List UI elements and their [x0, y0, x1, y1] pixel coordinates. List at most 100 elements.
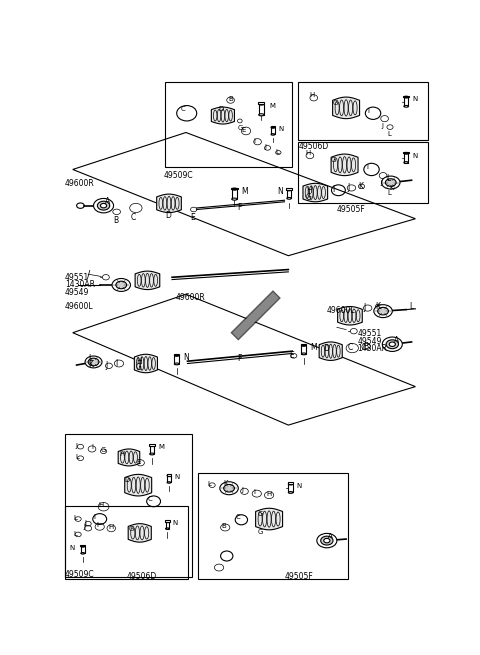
Text: L: L [73, 531, 77, 536]
Polygon shape [134, 354, 157, 373]
Text: L: L [88, 354, 92, 364]
Text: K: K [224, 479, 228, 486]
Text: J: J [241, 487, 243, 493]
Bar [299, 83, 428, 140]
Text: 49549: 49549 [358, 337, 382, 346]
Ellipse shape [382, 337, 402, 352]
Text: 49600L: 49600L [327, 306, 356, 315]
Text: N: N [412, 96, 418, 102]
Text: B: B [221, 523, 226, 529]
Text: L: L [387, 131, 391, 137]
Text: A: A [328, 533, 333, 539]
Text: H: H [309, 92, 314, 98]
Text: J: J [264, 144, 266, 150]
Polygon shape [118, 449, 140, 466]
Text: K: K [389, 185, 394, 191]
Text: I: I [368, 108, 370, 114]
Bar [232, 189, 237, 199]
Text: I: I [366, 164, 368, 170]
Ellipse shape [374, 305, 392, 318]
Ellipse shape [81, 546, 84, 547]
Bar [165, 520, 170, 522]
Ellipse shape [232, 188, 237, 190]
Text: F: F [237, 203, 241, 212]
Bar [271, 128, 275, 134]
Bar [198, 473, 348, 579]
Polygon shape [125, 474, 152, 496]
Text: C: C [180, 105, 185, 111]
Ellipse shape [150, 453, 155, 455]
Text: I: I [332, 185, 335, 194]
Text: L: L [73, 515, 77, 521]
Ellipse shape [167, 475, 171, 476]
Ellipse shape [287, 189, 291, 191]
Polygon shape [303, 183, 328, 202]
Text: I: I [253, 138, 255, 144]
Bar [231, 187, 238, 189]
Ellipse shape [174, 363, 179, 365]
Bar [299, 141, 428, 203]
Text: I: I [96, 522, 98, 528]
Polygon shape [128, 523, 151, 542]
Text: H: H [98, 502, 103, 508]
Text: L: L [76, 455, 80, 460]
Text: A: A [394, 336, 399, 345]
Ellipse shape [385, 179, 396, 186]
Text: D: D [323, 345, 329, 353]
Ellipse shape [350, 328, 357, 334]
Text: N: N [412, 153, 418, 159]
Ellipse shape [271, 127, 275, 128]
Ellipse shape [112, 278, 131, 291]
Ellipse shape [404, 162, 408, 163]
Text: N: N [173, 520, 178, 526]
Bar [258, 102, 264, 104]
Text: 49551: 49551 [65, 272, 89, 282]
Bar [287, 189, 292, 190]
Text: 49509C: 49509C [65, 570, 95, 579]
Text: J: J [84, 523, 85, 530]
Text: J: J [348, 183, 350, 193]
Ellipse shape [287, 197, 291, 199]
Bar [150, 445, 155, 454]
Text: D: D [124, 477, 130, 483]
Ellipse shape [102, 274, 109, 280]
Ellipse shape [77, 203, 84, 208]
Text: G: G [331, 157, 336, 163]
Ellipse shape [288, 492, 293, 493]
Text: D: D [165, 211, 171, 220]
Ellipse shape [389, 342, 396, 346]
Text: G: G [101, 447, 106, 453]
Text: C: C [235, 514, 240, 521]
Text: H: H [305, 150, 311, 156]
Text: H: H [306, 187, 312, 195]
Bar [65, 506, 188, 579]
Ellipse shape [301, 353, 306, 355]
Text: 49600L: 49600L [65, 302, 94, 311]
Bar [287, 190, 291, 198]
Ellipse shape [271, 134, 275, 135]
Bar [301, 345, 306, 354]
Ellipse shape [85, 356, 102, 368]
Bar [149, 444, 155, 445]
Text: G: G [136, 363, 142, 372]
Bar [271, 126, 275, 128]
Text: 1430AR: 1430AR [65, 280, 95, 290]
Text: J: J [382, 123, 384, 129]
Ellipse shape [404, 96, 408, 98]
Bar [81, 545, 85, 546]
Text: G: G [237, 125, 242, 131]
Polygon shape [211, 107, 234, 124]
Text: C: C [131, 214, 136, 222]
Polygon shape [135, 271, 160, 290]
Text: 49509C: 49509C [164, 171, 193, 180]
Text: 49506D: 49506D [127, 572, 157, 582]
Bar [259, 104, 264, 115]
Ellipse shape [259, 114, 264, 116]
Polygon shape [333, 97, 360, 119]
Ellipse shape [166, 521, 169, 523]
Ellipse shape [378, 307, 388, 315]
Text: H: H [108, 523, 113, 530]
Ellipse shape [301, 345, 306, 346]
Text: J: J [76, 443, 78, 449]
Text: N: N [70, 544, 75, 551]
